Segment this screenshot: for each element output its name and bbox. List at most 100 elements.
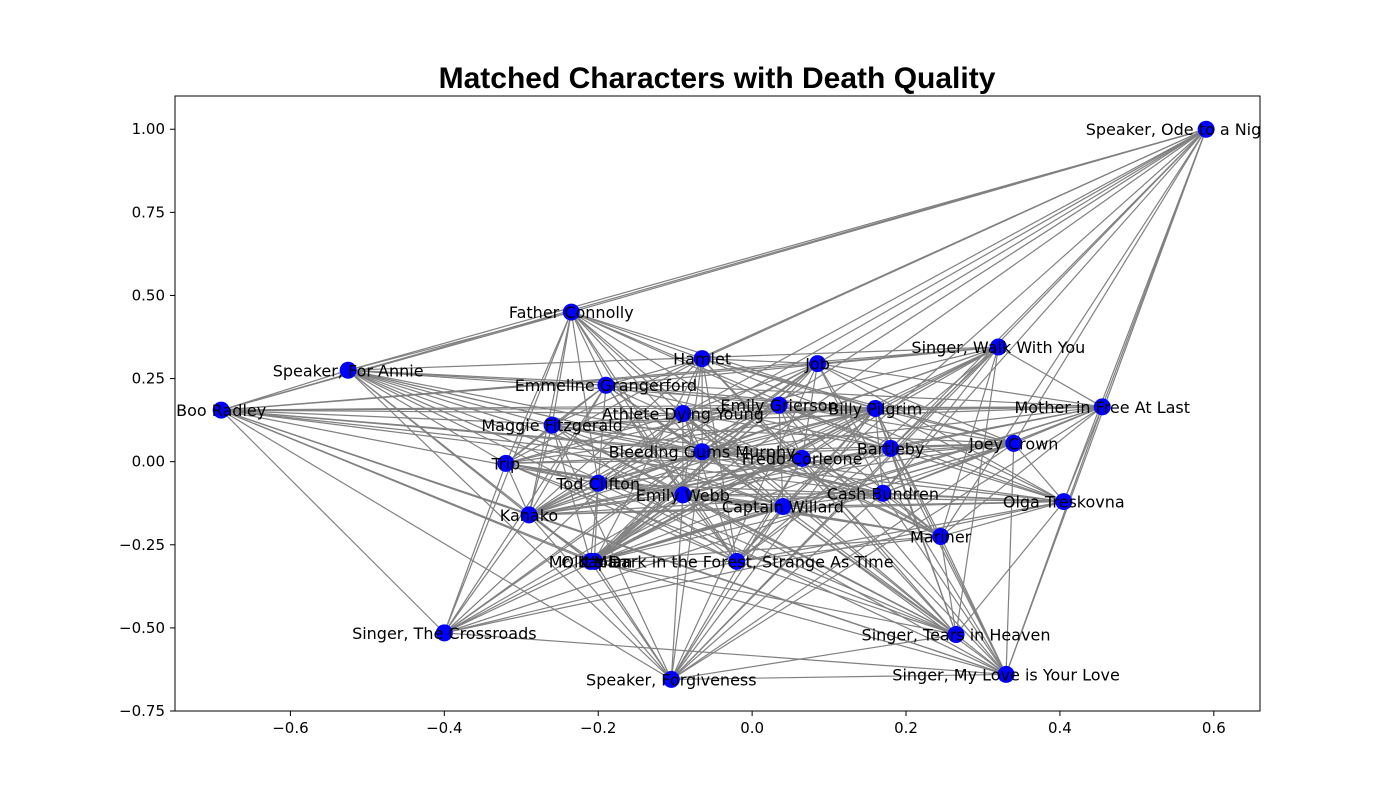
edge <box>551 424 703 453</box>
edge <box>571 311 703 360</box>
edge <box>605 384 891 449</box>
edge <box>347 369 738 562</box>
edge <box>220 369 349 411</box>
edge <box>605 358 703 386</box>
edge <box>816 363 884 494</box>
edge <box>890 442 1014 449</box>
x-tick-label: 0.0 <box>740 719 764 737</box>
edge <box>594 492 884 562</box>
edge <box>443 311 572 634</box>
edge <box>347 369 672 680</box>
node-label: Fredo Corleone <box>742 449 863 468</box>
edge <box>593 483 599 562</box>
edge <box>875 407 1014 444</box>
edge <box>590 363 818 562</box>
edge <box>702 451 1064 503</box>
edge <box>528 311 572 515</box>
node-marker <box>562 303 580 321</box>
edge <box>890 448 957 635</box>
edge <box>605 384 876 410</box>
y-tick-label: 0.50 <box>132 286 165 304</box>
edge <box>597 482 1007 675</box>
edge <box>682 494 941 538</box>
edge <box>682 494 1064 503</box>
y-tick-label: 0.25 <box>132 370 165 388</box>
x-tick-label: −0.2 <box>580 719 616 737</box>
edge <box>670 494 684 680</box>
y-tick-label: 1.00 <box>132 120 165 138</box>
edge <box>552 406 1103 426</box>
node-marker <box>662 670 680 688</box>
edge <box>940 128 1207 537</box>
edge <box>505 311 572 464</box>
node-label: Billy Pilgrim <box>828 399 922 418</box>
edge <box>671 633 957 681</box>
edge <box>702 358 818 365</box>
edge <box>670 492 884 680</box>
edge <box>955 501 1065 635</box>
edge <box>570 311 607 386</box>
x-tick-label: 0.6 <box>1202 719 1226 737</box>
x-tick-label: 0.4 <box>1048 719 1072 737</box>
x-tick-label: −0.6 <box>272 719 308 737</box>
edge <box>736 560 957 636</box>
node-marker <box>597 376 615 394</box>
edge <box>444 442 1014 634</box>
node-label: Kanako <box>500 506 558 525</box>
edge <box>882 492 1064 503</box>
node-label: Mother in Free At Last <box>1014 398 1190 417</box>
edge <box>528 482 599 516</box>
edge <box>220 409 445 634</box>
edge <box>817 363 1103 408</box>
edge <box>528 494 683 516</box>
edge <box>940 406 1103 537</box>
edge <box>594 560 1007 676</box>
edge <box>802 442 1014 459</box>
edge <box>801 457 957 635</box>
edge <box>736 500 1064 562</box>
node-label: Boo Radley <box>176 401 266 420</box>
edge <box>348 369 1103 408</box>
edges-layer <box>220 128 1207 681</box>
edge <box>882 128 1207 494</box>
node-label: Singer, My Love is Your Love <box>892 665 1120 684</box>
edge <box>444 560 595 634</box>
node-marker <box>809 355 827 373</box>
edge <box>220 409 591 562</box>
edge <box>590 404 780 562</box>
edge <box>528 514 591 562</box>
edge <box>1005 406 1103 675</box>
node-marker <box>520 506 538 524</box>
edge <box>682 413 957 636</box>
edge <box>1013 128 1207 444</box>
node-label: Maggie Fitzgerald <box>481 416 622 435</box>
edge <box>443 413 684 634</box>
node-marker <box>674 404 692 422</box>
edge <box>444 494 684 634</box>
edge <box>670 128 1207 680</box>
edge <box>220 409 672 680</box>
y-tick-label: 0.00 <box>132 453 165 471</box>
edge <box>443 451 703 634</box>
edge <box>590 346 999 562</box>
node-label: Trip <box>491 454 521 473</box>
edge <box>817 363 1065 503</box>
edge <box>552 412 683 426</box>
edge <box>594 535 941 563</box>
edge <box>221 311 572 411</box>
node-label: Hamlet <box>673 350 731 369</box>
edge <box>682 412 891 449</box>
edge <box>505 457 803 464</box>
edge <box>702 442 1014 453</box>
plot-frame <box>174 95 1261 712</box>
edge <box>670 442 1015 680</box>
edge <box>528 514 672 680</box>
y-axis: 1.00 0.75 0.50 0.25 0.00 −0.25 −0.50 −0.75 <box>119 120 175 720</box>
edge <box>801 407 876 459</box>
edge <box>597 363 818 484</box>
edge <box>221 409 1014 444</box>
edge <box>444 632 1007 676</box>
edge <box>801 457 884 494</box>
edge <box>682 406 1103 415</box>
